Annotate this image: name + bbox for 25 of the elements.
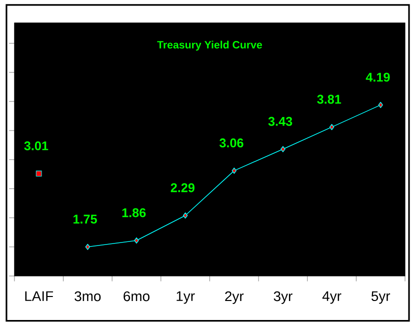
data-label: 3.43 (268, 117, 292, 126)
data-label: 4.19 (366, 72, 390, 82)
point (182, 212, 188, 219)
x-tick-label: 5yr (371, 291, 390, 304)
point (280, 146, 286, 152)
x-tick-label: 2yr (225, 291, 244, 304)
data-label: 1.86 (122, 208, 146, 218)
x-tick-label: 4yr (322, 291, 342, 304)
x-tick-label: 3yr (274, 291, 292, 304)
data-label: 2.29 (170, 183, 194, 192)
x-tick-label: 3mo (74, 291, 101, 302)
point (232, 168, 237, 174)
point (85, 244, 90, 250)
text: Treasury Yield Curve (157, 40, 262, 51)
data-label: 1.75 (74, 214, 97, 224)
point (378, 102, 384, 108)
data-label: 3.01 (24, 141, 48, 150)
data-label: 3.06 (219, 138, 244, 148)
point (36, 170, 42, 177)
x-tick-label: LAIF (25, 291, 54, 302)
point (134, 238, 139, 244)
x-tick-label: 6mo (124, 291, 150, 302)
data-label: 3.81 (317, 94, 342, 104)
x-tick-label: 1yr (176, 291, 195, 304)
point (329, 124, 334, 130)
